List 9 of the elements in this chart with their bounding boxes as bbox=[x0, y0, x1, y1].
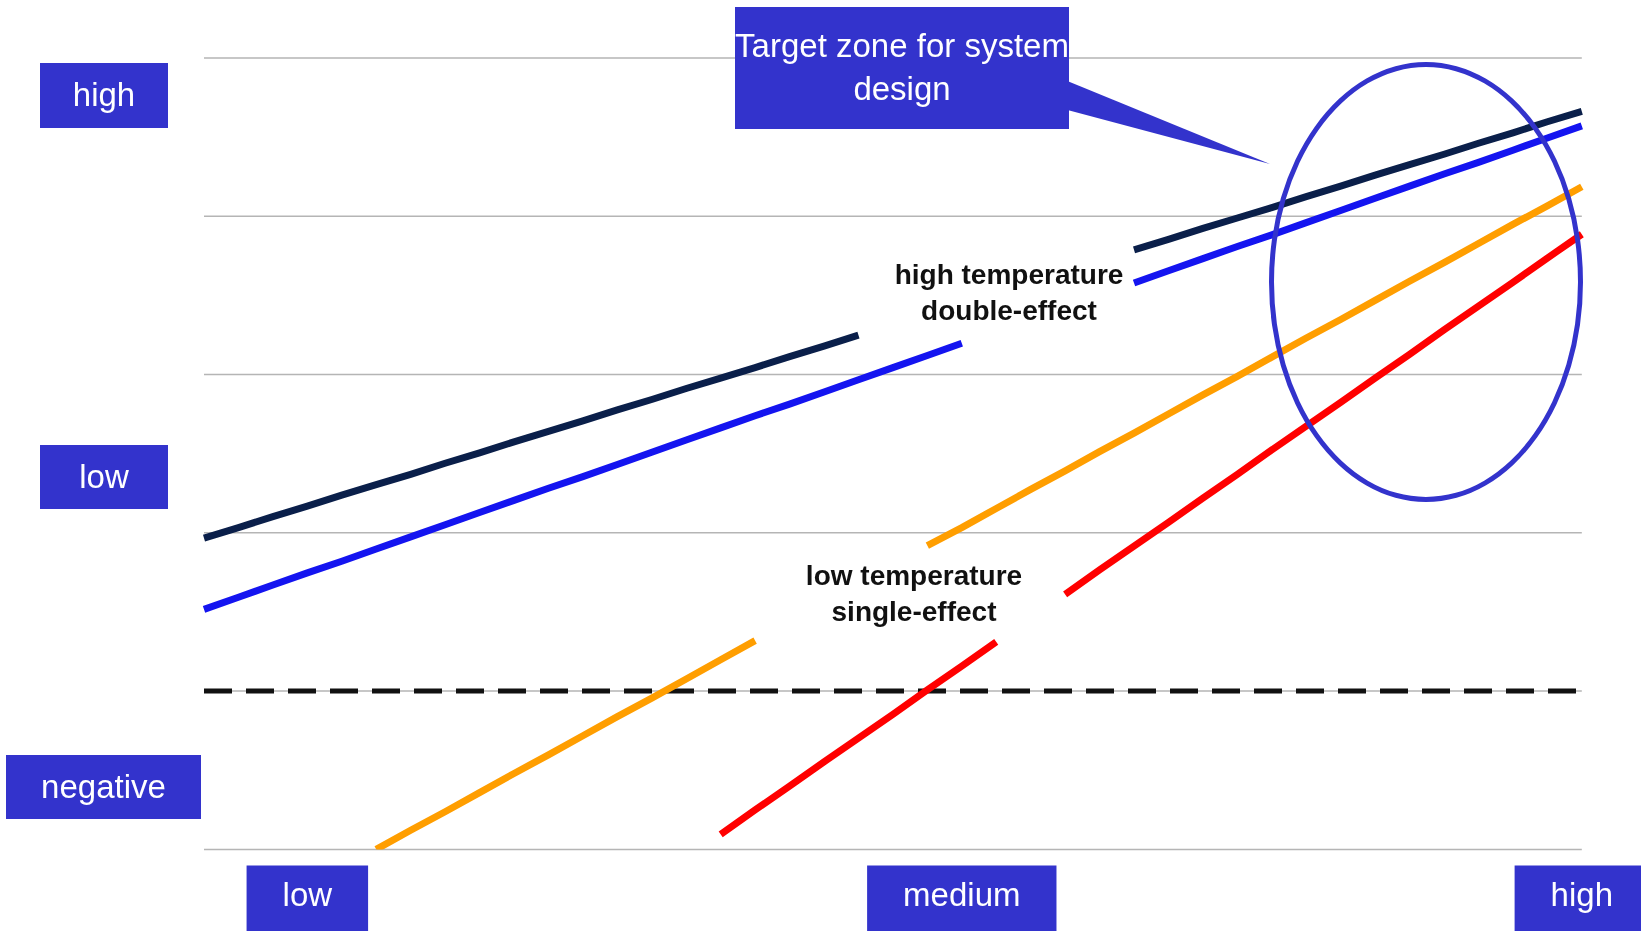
text: low bbox=[40, 445, 168, 509]
text: negative bbox=[6, 755, 201, 819]
speech-bubble: Target zone for system design bbox=[735, 7, 1270, 164]
text: high bbox=[40, 63, 168, 128]
x-tick-label: medium bbox=[903, 876, 1021, 914]
x-tick-label: low bbox=[282, 876, 333, 914]
annotation: low temperature single-effect bbox=[799, 557, 1029, 631]
x-tick-label: high bbox=[1550, 876, 1613, 914]
annotation: high temperature double-effect bbox=[888, 256, 1130, 330]
